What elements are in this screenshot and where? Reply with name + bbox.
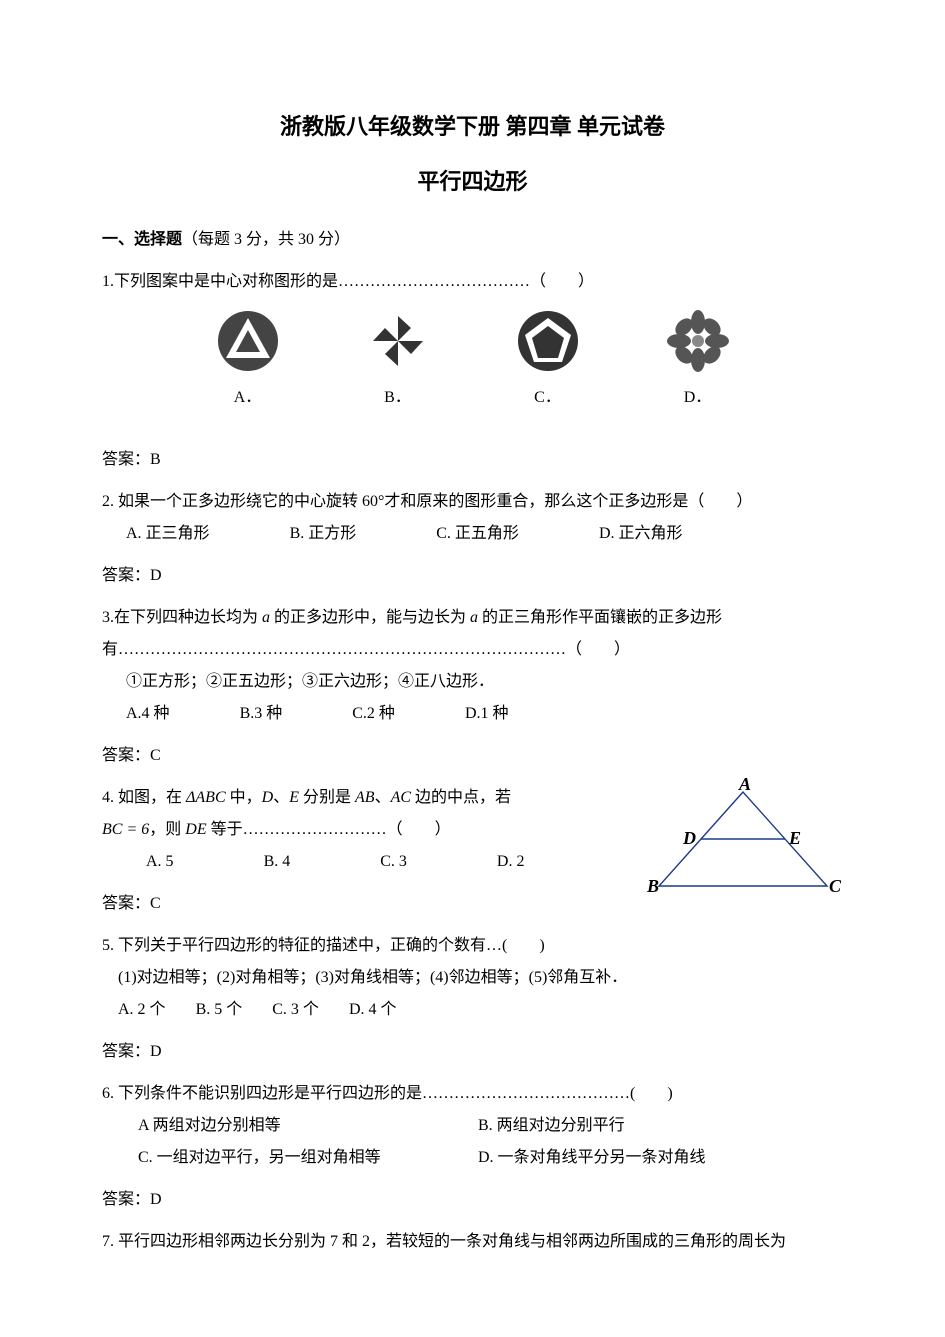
fig-label-e: E <box>788 828 801 848</box>
q2-opt-b: B. 正方形 <box>290 518 357 550</box>
q4-stem-line2: BC = 6，则 DE 等于………………………（ ） <box>102 814 633 846</box>
q1-icons: A． B． C． <box>102 306 843 414</box>
pentagon-star-icon <box>515 310 581 372</box>
q5-answer: 答案：D <box>102 1036 843 1068</box>
q3-subs: ①正方形；②正五边形；③正六边形；④正八边形． <box>102 666 843 698</box>
q6-opt-c: C. 一组对边平行，另一组对角相等 <box>138 1142 478 1174</box>
q1-icon-c <box>508 306 588 376</box>
q5-opt-a: A. 2 个 <box>118 994 166 1026</box>
q3-t2: 的正多边形中，能与边长为 <box>270 609 470 626</box>
q3-opt-b: B.3 种 <box>240 698 283 730</box>
q4-opt-d: D. 2 <box>497 846 525 878</box>
flower-8petal-icon <box>665 310 731 372</box>
q5-stem: 5. 下列关于平行四边形的特征的描述中，正确的个数有…( ) <box>102 930 843 962</box>
q3-t3: 的正三角形作平面镶嵌的正多边形 <box>478 609 722 626</box>
q3-opt-d: D.1 种 <box>465 698 509 730</box>
q3-stem-line2: 有…………………………………………………………………………（ ） <box>102 634 843 666</box>
q1-label-a: A． <box>208 382 288 414</box>
q5-subs: (1)对边相等；(2)对角相等；(3)对角线相等；(4)邻边相等；(5)邻角互补… <box>102 962 843 994</box>
q4-eq: = 6 <box>122 821 149 838</box>
fig-label-a: A <box>738 778 751 794</box>
q4-t6: 边的中点，若 <box>411 789 511 806</box>
section-1-header: 一、选择题（每题 3 分，共 30 分） <box>102 228 843 252</box>
q4-tri: ΔABC <box>186 789 226 806</box>
q1-icon-d <box>658 306 738 376</box>
q4-t2: 中， <box>226 789 262 806</box>
pinwheel-icon <box>367 310 429 372</box>
q4-ac: AC <box>391 789 411 806</box>
q4-opt-b: B. 4 <box>264 846 291 878</box>
q6-answer: 答案：D <box>102 1184 843 1216</box>
q3-answer: 答案：C <box>102 740 843 772</box>
q2-options: A. 正三角形 B. 正方形 C. 正五角形 D. 正六角形 <box>102 518 843 550</box>
q3-opt-c: C.2 种 <box>352 698 395 730</box>
q4-t7: ，则 <box>149 821 185 838</box>
q3-options: A.4 种 B.3 种 C.2 种 D.1 种 <box>102 698 843 730</box>
q4-t5: 、 <box>375 789 391 806</box>
triangle-midsegment-icon: A B C D E <box>643 778 843 898</box>
q4-bc: BC <box>102 821 122 838</box>
question-3: 3.在下列四种边长均为 a 的正多边形中，能与边长为 a 的正三角形作平面镶嵌的… <box>102 602 843 730</box>
q4-t1: 4. 如图，在 <box>102 789 186 806</box>
q6-opt-b: B. 两组对边分别平行 <box>478 1110 625 1142</box>
q4-opt-a: A. 5 <box>146 846 174 878</box>
question-7: 7. 平行四边形相邻两边长分别为 7 和 2，若较短的一条对角线与相邻两边所围成… <box>102 1226 843 1258</box>
q1-label-d: D． <box>658 382 738 414</box>
section-1-label-rest: （每题 3 分，共 30 分） <box>182 231 350 248</box>
q5-opt-d: D. 4 个 <box>349 994 397 1026</box>
question-2: 2. 如果一个正多边形绕它的中心旋转 60°才和原来的图形重合，那么这个正多边形… <box>102 486 843 550</box>
q4-e: E <box>289 789 299 806</box>
q1-answer: 答案：B <box>102 444 843 476</box>
q4-t8: 等于………………………（ ） <box>207 821 451 838</box>
q1-label-b: B． <box>358 382 438 414</box>
question-6: 6. 下列条件不能识别四边形是平行四边形的是…………………………………( ) A… <box>102 1078 843 1174</box>
q5-options: A. 2 个 B. 5 个 C. 3 个 D. 4 个 <box>102 994 843 1026</box>
fig-label-c: C <box>829 876 842 896</box>
q2-opt-c: C. 正五角形 <box>436 518 519 550</box>
question-5: 5. 下列关于平行四边形的特征的描述中，正确的个数有…( ) (1)对边相等；(… <box>102 930 843 1026</box>
q4-ab: AB <box>355 789 375 806</box>
q2-answer: 答案：D <box>102 560 843 592</box>
q1-icon-b <box>358 306 438 376</box>
q6-stem: 6. 下列条件不能识别四边形是平行四边形的是…………………………………( ) <box>102 1078 843 1110</box>
q3-var-a2: a <box>470 609 478 626</box>
q4-figure: A B C D E <box>643 778 843 898</box>
pattern-triangles-icon <box>212 310 284 372</box>
title-sub: 平行四边形 <box>102 165 843 198</box>
q5-opt-c: C. 3 个 <box>272 994 319 1026</box>
q4-options: A. 5 B. 4 C. 3 D. 2 <box>102 846 633 878</box>
q1-opt-b: B． <box>358 306 438 414</box>
fig-label-b: B <box>646 876 659 896</box>
question-1: 1.下列图案中是中心对称图形的是………………………………（ ） A． <box>102 266 843 414</box>
q3-opt-a: A.4 种 <box>126 698 170 730</box>
q3-t1: 3.在下列四种边长均为 <box>102 609 262 626</box>
question-4: A B C D E 4. 如图，在 ΔABC 中，D、E 分别是 AB、AC 边… <box>102 782 843 878</box>
q4-opt-c: C. 3 <box>380 846 407 878</box>
q4-d: D <box>262 789 274 806</box>
q4-t4: 分别是 <box>299 789 355 806</box>
q4-t3: 、 <box>273 789 289 806</box>
q2-opt-a: A. 正三角形 <box>126 518 210 550</box>
q2-stem: 2. 如果一个正多边形绕它的中心旋转 60°才和原来的图形重合，那么这个正多边形… <box>102 486 843 518</box>
q3-var-a1: a <box>262 609 270 626</box>
q1-opt-a: A． <box>208 306 288 414</box>
q1-label-c: C． <box>508 382 588 414</box>
q6-row1: A 两组对边分别相等 B. 两组对边分别平行 <box>102 1110 843 1142</box>
q1-opt-d: D． <box>658 306 738 414</box>
q2-opt-d: D. 正六角形 <box>599 518 683 550</box>
q7-stem: 7. 平行四边形相邻两边长分别为 7 和 2，若较短的一条对角线与相邻两边所围成… <box>102 1226 843 1258</box>
q6-opt-d: D. 一条对角线平分另一条对角线 <box>478 1142 706 1174</box>
title-main: 浙教版八年级数学下册 第四章 单元试卷 <box>102 110 843 143</box>
section-1-label-bold: 一、选择题 <box>102 231 182 248</box>
q4-de: DE <box>185 821 206 838</box>
q5-opt-b: B. 5 个 <box>196 994 243 1026</box>
q1-opt-c: C． <box>508 306 588 414</box>
q1-stem: 1.下列图案中是中心对称图形的是………………………………（ ） <box>102 266 843 298</box>
q3-stem-line1: 3.在下列四种边长均为 a 的正多边形中，能与边长为 a 的正三角形作平面镶嵌的… <box>102 602 843 634</box>
q6-opt-a: A 两组对边分别相等 <box>138 1110 478 1142</box>
q6-row2: C. 一组对边平行，另一组对角相等 D. 一条对角线平分另一条对角线 <box>102 1142 843 1174</box>
q4-stem-line1: 4. 如图，在 ΔABC 中，D、E 分别是 AB、AC 边的中点，若 <box>102 782 633 814</box>
q1-icon-a <box>208 306 288 376</box>
fig-label-d: D <box>682 828 696 848</box>
